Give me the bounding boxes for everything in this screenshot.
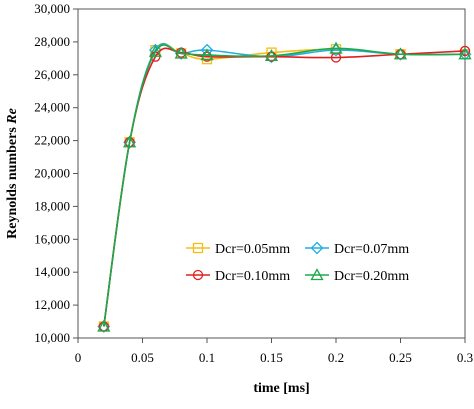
series-line [103, 44, 466, 327]
series-group [97, 41, 472, 333]
y-axis-title-italic: Re [5, 108, 20, 125]
series-diamond [97, 43, 472, 333]
series-triangle [97, 41, 472, 332]
legend-marker-circle [192, 269, 204, 281]
series-square [98, 42, 471, 332]
legend-entry: Dcr=0.10mm [186, 269, 290, 284]
legend-marker-square [192, 242, 204, 254]
data-point-circle [459, 45, 471, 57]
y-tick-label: 14,000 [34, 264, 70, 279]
legend-marker-diamond [310, 241, 324, 255]
data-point-diamond [458, 47, 472, 61]
legend-label: Dcr=0.07mm [334, 242, 409, 257]
x-tick-label: 0.25 [389, 350, 412, 365]
data-point-triangle [123, 135, 137, 148]
series-line [103, 42, 466, 327]
legend-entry: Dcr=0.05mm [186, 242, 290, 257]
plot-frame [77, 8, 466, 339]
x-tick-label: 0.3 [457, 350, 473, 365]
x-tick-label: 0.15 [260, 350, 283, 365]
legend-marker-triangle [310, 268, 324, 281]
legend-label: Dcr=0.20mm [334, 269, 409, 284]
y-axis-title: Reynolds numbers Re [5, 108, 20, 239]
data-point-triangle [393, 47, 408, 60]
x-tick-label: 0.05 [131, 350, 154, 365]
axes: 10,000 12,000 14,000 16,000 18,000 20,000 22,0… [34, 1, 473, 365]
data-point-triangle [97, 319, 111, 332]
plot-area [77, 8, 466, 339]
y-tick-label: 16,000 [34, 231, 70, 246]
data-point-triangle [329, 41, 343, 54]
legend-label: Dcr=0.10mm [215, 269, 290, 284]
data-point-triangle [458, 47, 472, 60]
y-tick-label: 26,000 [34, 67, 70, 82]
y-tick-label: 18,000 [34, 198, 70, 213]
series-line [103, 47, 466, 327]
x-axis-title: time [ms] [253, 381, 309, 396]
y-tick-label: 24,000 [34, 100, 70, 115]
data-point-triangle [200, 48, 214, 61]
y-tick-label: 22,000 [34, 133, 70, 148]
series-circle [98, 45, 471, 332]
legend-entry: Dcr=0.20mm [305, 268, 409, 284]
x-tick-label: 0.1 [199, 350, 215, 365]
legend-label: Dcr=0.05mm [215, 242, 290, 257]
y-tick-label: 30,000 [34, 1, 70, 16]
data-point-triangle [174, 46, 188, 59]
x-tick-label: 0.2 [328, 350, 344, 365]
y-tick-label: 10,000 [34, 330, 70, 345]
data-point-triangle [264, 49, 279, 62]
y-axis-title-main: Reynolds numbers [5, 124, 20, 239]
legend-entry: Dcr=0.07mm [305, 241, 409, 257]
y-tick-label: 20,000 [34, 166, 70, 181]
y-tick-label: 12,000 [34, 297, 70, 312]
data-point-triangle [148, 44, 162, 57]
legend: Dcr=0.05mm Dcr=0.07mm Dcr=0.10mm Dcr=0.20mm [186, 241, 409, 284]
series-line [103, 43, 466, 327]
x-tick-label: 0 [75, 350, 82, 365]
y-tick-label: 28,000 [34, 34, 70, 49]
